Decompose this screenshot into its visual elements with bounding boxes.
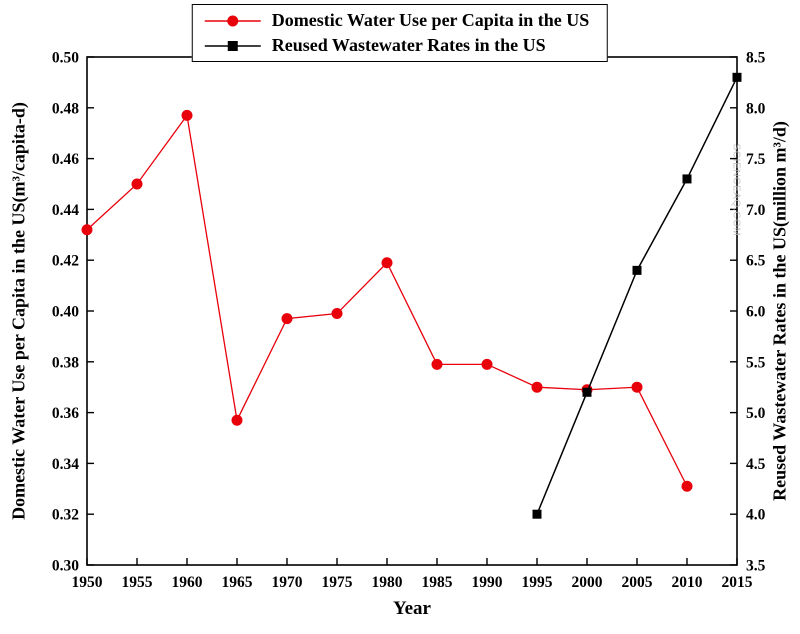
svg-text:3.5: 3.5 [746,558,766,575]
svg-text:0.40: 0.40 [52,304,79,321]
svg-text:6.5: 6.5 [746,253,766,270]
svg-text:0.38: 0.38 [52,354,79,371]
right-axis-title: Reused Wastewater Rates in the US(millio… [769,121,790,501]
legend-item-reused-wastewater: Reused Wastewater Rates in the US [203,33,589,58]
svg-text:1965: 1965 [222,574,253,591]
svg-text:2005: 2005 [622,574,653,591]
svg-text:1985: 1985 [422,574,453,591]
svg-text:0.36: 0.36 [52,405,79,422]
svg-text:5.0: 5.0 [746,405,766,422]
svg-text:4.5: 4.5 [746,456,766,473]
svg-text:1990: 1990 [472,574,503,591]
svg-text:2000: 2000 [572,574,603,591]
svg-text:0.30: 0.30 [52,558,79,575]
svg-text:4.0: 4.0 [746,507,766,524]
svg-text:1970: 1970 [272,574,303,591]
legend: Domestic Water Use per Capita in the US … [191,4,609,62]
legend-red-circle-line-icon [203,12,263,30]
svg-text:1975: 1975 [322,574,353,591]
svg-text:1955: 1955 [122,574,153,591]
svg-text:8.5: 8.5 [746,50,766,67]
svg-text:5.5: 5.5 [746,354,766,371]
svg-text:0.42: 0.42 [52,253,79,270]
svg-text:0.46: 0.46 [52,151,79,168]
svg-text:2010: 2010 [672,574,703,591]
watermark: SCIENCEAQ.COM [730,143,742,237]
legend-item-domestic-water-use: Domestic Water Use per Capita in the US [203,8,589,33]
left-axis-title: Domestic Water Use per Capita in the US(… [8,102,29,520]
svg-text:1950: 1950 [72,574,103,591]
svg-text:1960: 1960 [172,574,203,591]
svg-text:1995: 1995 [522,574,553,591]
legend-label-reused-wastewater: Reused Wastewater Rates in the US [271,35,546,55]
legend-black-square-line-icon [203,37,263,55]
svg-text:7.0: 7.0 [746,202,766,219]
svg-text:0.34: 0.34 [52,456,79,473]
svg-text:0.50: 0.50 [52,50,79,67]
svg-text:8.0: 8.0 [746,100,766,117]
x-axis-title: Year [393,598,431,619]
svg-text:1980: 1980 [372,574,403,591]
svg-text:0.32: 0.32 [52,507,79,524]
svg-text:7.5: 7.5 [746,151,766,168]
svg-text:2015: 2015 [722,574,753,591]
legend-label-domestic-water-use: Domestic Water Use per Capita in the US [271,10,590,30]
svg-text:0.48: 0.48 [52,100,79,117]
svg-text:0.44: 0.44 [52,202,79,219]
svg-text:6.0: 6.0 [746,304,766,321]
